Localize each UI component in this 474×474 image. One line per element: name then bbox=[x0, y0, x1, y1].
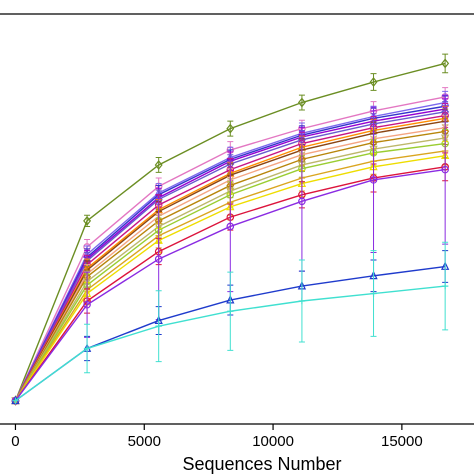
series-0-error-bar-6 bbox=[442, 53, 449, 74]
x-tick-label-2: 10000 bbox=[252, 433, 294, 450]
x-tick-label-3: 15000 bbox=[381, 433, 423, 450]
series-16-point-1 bbox=[83, 300, 91, 309]
series-16-point-3 bbox=[226, 222, 235, 231]
series-18-point-5 bbox=[370, 290, 377, 297]
series-0 bbox=[11, 53, 450, 406]
series-18-point-6 bbox=[441, 282, 449, 290]
series-0-point-3 bbox=[226, 123, 235, 134]
series-0-point-1 bbox=[83, 215, 92, 226]
series-16-line bbox=[14, 168, 446, 402]
series-16-point-6 bbox=[441, 165, 449, 174]
series-0-point-5 bbox=[369, 77, 378, 87]
x-tick-label-0: 0 bbox=[11, 433, 19, 450]
series-18-point-1 bbox=[83, 345, 91, 352]
series-16-point-2 bbox=[154, 255, 163, 263]
series-0-point-4 bbox=[297, 97, 306, 108]
x-axis-label: Sequences Number bbox=[182, 454, 341, 474]
series-0-point-6 bbox=[441, 58, 450, 69]
series-16-point-4 bbox=[298, 197, 306, 206]
series-18 bbox=[12, 241, 449, 404]
series-18-point-2 bbox=[155, 322, 162, 330]
series-0-point-2 bbox=[154, 159, 163, 170]
series-16-point-5 bbox=[369, 176, 378, 184]
x-tick-label-1: 5000 bbox=[128, 433, 161, 450]
series-18-point-4 bbox=[298, 297, 306, 305]
series-18-point-0 bbox=[12, 397, 19, 404]
series-group bbox=[11, 53, 450, 406]
x-ticks: 0 5000 10000 15000 bbox=[11, 424, 423, 450]
series-18-point-3 bbox=[227, 308, 234, 315]
series-0-line bbox=[14, 62, 446, 401]
